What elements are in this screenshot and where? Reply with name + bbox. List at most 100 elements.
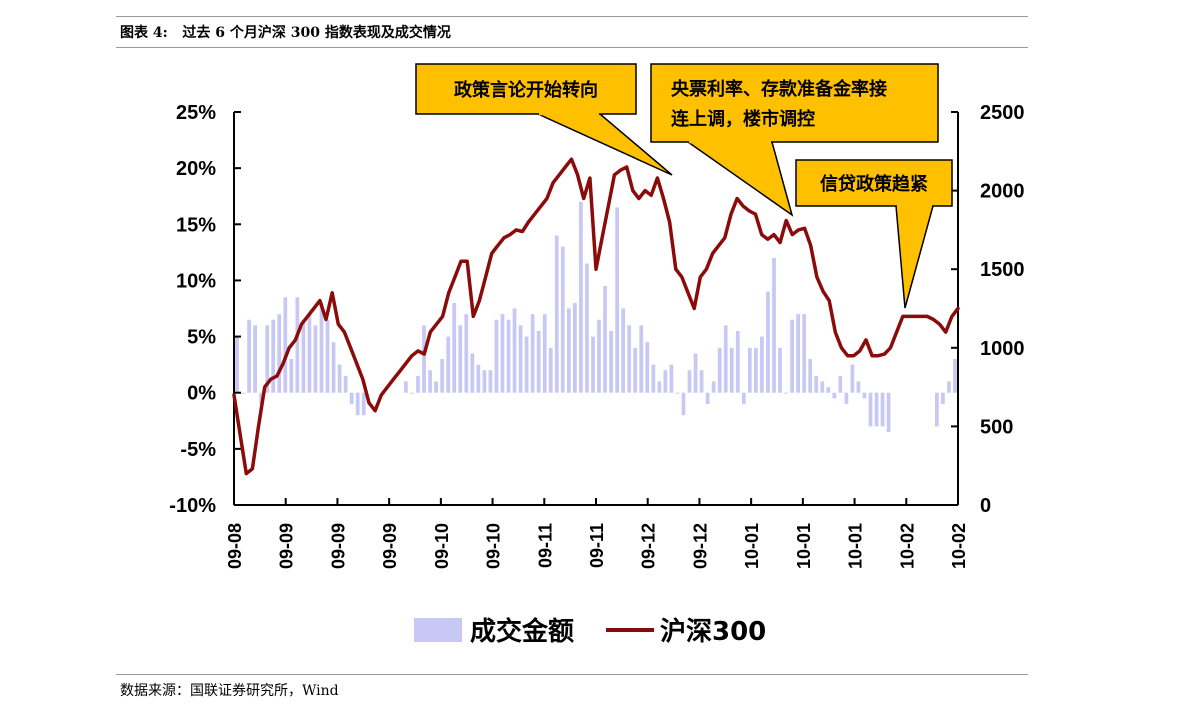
left-tick-label: -10%: [169, 495, 216, 517]
right-tick-label: 2500: [980, 102, 1025, 124]
volume-bar: [410, 392, 414, 394]
volume-bar: [277, 314, 282, 393]
volume-bar: [307, 314, 312, 393]
volume-bar: [935, 392, 939, 427]
volume-bar: [639, 325, 644, 393]
volume-bar: [693, 353, 698, 393]
volume-bar: [651, 364, 656, 393]
volume-bar: [717, 347, 722, 393]
volume-bar: [235, 336, 239, 393]
volume-bar: [850, 364, 855, 393]
x-tick-label: 09-12: [639, 523, 659, 569]
volume-bar: [941, 392, 945, 404]
volume-bar: [355, 392, 360, 416]
volume-bar: [808, 359, 813, 393]
top-rule: [116, 16, 1028, 17]
volume-bar: [241, 392, 245, 394]
volume-bar: [627, 325, 632, 393]
volume-bar: [313, 325, 318, 393]
callout-text: 连上调，楼市调控: [671, 108, 815, 130]
volume-bar: [826, 387, 831, 393]
volume-bar: [597, 319, 601, 393]
callout-text: 信贷政策趋紧: [820, 173, 928, 195]
volume-bar: [760, 336, 764, 393]
volume-bar: [349, 392, 354, 404]
volume-bar: [343, 375, 348, 393]
volume-bar: [416, 375, 420, 393]
volume-bar: [754, 347, 758, 393]
callout-box: [415, 63, 637, 115]
right-tick-label: 2000: [980, 181, 1025, 203]
left-tick-label: 0%: [187, 383, 216, 405]
x-tick-label: 09-08: [225, 523, 245, 569]
volume-bar: [645, 342, 650, 393]
volume-bar: [735, 330, 740, 393]
volume-bar: [802, 314, 807, 393]
volume-bar: [331, 342, 336, 393]
left-tick-label: 25%: [176, 102, 216, 124]
volume-bar: [814, 375, 819, 393]
volume-bar: [271, 319, 276, 393]
volume-bar: [452, 302, 457, 393]
left-tick-label: 10%: [176, 270, 216, 292]
volume-bar: [832, 392, 837, 399]
callout-3: 信贷政策趋紧: [795, 159, 953, 309]
volume-bar: [723, 325, 728, 393]
x-tick-label: 09-10: [484, 523, 504, 569]
volume-bar: [699, 370, 704, 393]
x-tick-label: 09-11: [587, 523, 607, 568]
volume-bar: [947, 381, 951, 393]
right-tick-label: 1000: [980, 338, 1025, 360]
x-tick-label: 10-01: [794, 523, 814, 569]
volume-bar: [953, 359, 957, 393]
x-tick-label: 09-09: [277, 523, 297, 569]
source-note: 数据来源：国联证券研究所，Wind: [120, 683, 339, 699]
volume-bar: [554, 235, 559, 393]
volume-bar: [482, 370, 487, 393]
left-tick-label: -5%: [180, 439, 216, 461]
volume-bar: [772, 257, 776, 393]
callout-pointer: [895, 205, 934, 309]
volume-bar: [259, 392, 264, 404]
volume-bar: [766, 291, 770, 393]
volume-bar: [500, 314, 505, 393]
x-tick-label: 09-10: [432, 523, 452, 569]
figure-title: 图表 4: 过去 6 个月沪深 300 指数表现及成交情况: [120, 25, 451, 41]
x-tick-label: 09-12: [690, 523, 710, 569]
volume-bar: [579, 201, 583, 393]
x-tick-label: 10-02: [897, 523, 917, 569]
volume-bar: [440, 359, 445, 393]
legend: 成交金额 沪深300: [414, 616, 766, 647]
index-line: [232, 157, 960, 476]
volume-bar: [548, 347, 553, 393]
title-rule: [116, 47, 1028, 48]
volume-bar: [573, 302, 577, 393]
legend-line-label: 沪深300: [660, 617, 766, 647]
volume-bar: [470, 353, 475, 393]
volume-bar: [868, 392, 873, 427]
volume-bar: [494, 319, 499, 393]
volume-bar: [681, 392, 686, 416]
volume-bar: [874, 392, 879, 427]
volume-bar: [729, 347, 734, 393]
volume-bar: [566, 308, 571, 393]
volume-bar: [615, 207, 619, 393]
volume-bar: [488, 370, 493, 393]
volume-bar: [530, 314, 535, 393]
left-tick-label: 5%: [187, 327, 216, 349]
right-tick-label: 0: [980, 495, 991, 517]
footer-rule: [116, 674, 1028, 675]
left-tick-label: 20%: [176, 158, 216, 180]
volume-bar: [741, 392, 746, 404]
volume-bar: [524, 336, 529, 393]
volume-bar: [458, 325, 463, 393]
volume-bar: [518, 325, 523, 393]
volume-bar: [428, 370, 432, 393]
volume-bar: [886, 392, 891, 433]
volume-bar: [325, 319, 330, 393]
volume-bar: [856, 381, 861, 393]
volume-bar: [790, 319, 794, 393]
volume-bar: [301, 319, 306, 393]
